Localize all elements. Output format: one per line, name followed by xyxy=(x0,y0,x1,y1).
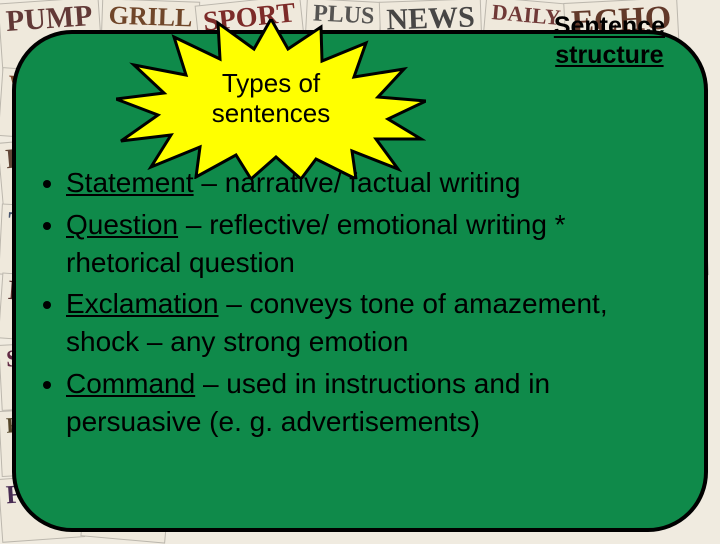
starburst-line2: sentences xyxy=(212,98,331,128)
starburst-callout: Types of sentences xyxy=(116,19,426,179)
content-panel: Types of sentences Statement – narrative… xyxy=(12,30,708,532)
heading-sentence-structure: Sentence structure xyxy=(554,12,665,70)
list-item: Question – reflective/ emotional writing… xyxy=(66,206,664,282)
starburst-label: Types of sentences xyxy=(116,19,426,179)
heading-line2: structure xyxy=(555,41,663,69)
list-item: Exclamation – conveys tone of amazement,… xyxy=(66,285,664,361)
heading-line1: Sentence xyxy=(554,12,665,40)
bullet-term: Exclamation xyxy=(66,288,219,319)
bullet-term: Question xyxy=(66,209,178,240)
list-item: Command – used in instructions and in pe… xyxy=(66,365,664,441)
bullet-list: Statement – narrative/ factual writingQu… xyxy=(66,164,664,441)
bullet-term: Command xyxy=(66,368,195,399)
starburst-line1: Types of xyxy=(222,68,320,98)
